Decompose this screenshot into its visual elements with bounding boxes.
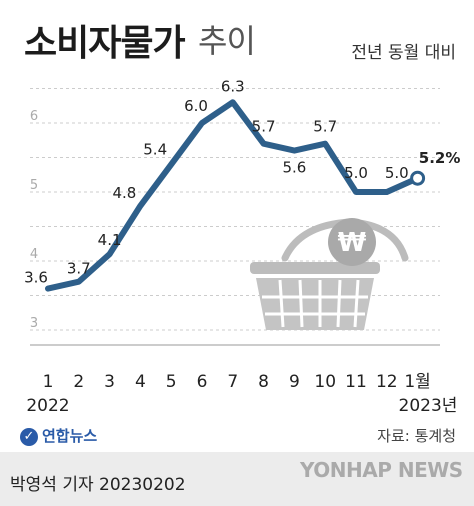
unit-note: 전년 동월 대비 <box>351 43 456 63</box>
value-label: 5.4 <box>143 140 167 158</box>
year-label-2023: 2023년 <box>399 396 458 416</box>
byline: 박영석 기자 20230202 <box>10 475 186 495</box>
x-tick-label: 12 <box>376 372 398 392</box>
data-point <box>353 189 359 195</box>
value-label: 6.3 <box>221 77 245 95</box>
logo-text: 연합뉴스 <box>42 427 98 445</box>
x-tick-label: 11 <box>345 372 367 392</box>
data-point <box>45 286 51 292</box>
data-point <box>230 99 236 105</box>
value-label: 6.0 <box>184 97 208 115</box>
chart-title: 소비자물가 <box>24 23 186 64</box>
svg-text:₩: ₩ <box>338 228 367 258</box>
value-label: 5.0 <box>344 164 368 182</box>
shopping-basket-icon: ₩ <box>250 218 409 330</box>
x-tick-label: 3 <box>104 372 115 392</box>
x-tick-label: 1월 <box>404 372 430 392</box>
watermark: YONHAP NEWS <box>300 458 463 482</box>
logo-mark-icon: ✓ <box>20 427 38 446</box>
x-tick-label: 5 <box>166 372 177 392</box>
x-tick-label: 2 <box>73 372 84 392</box>
data-point <box>168 161 174 167</box>
value-label: 5.0 <box>385 164 409 182</box>
x-tick-label: 6 <box>197 372 208 392</box>
value-label: 3.6 <box>24 269 48 287</box>
data-point <box>137 203 143 209</box>
value-label: 5.2% <box>419 149 461 167</box>
source-note: 자료: 통계청 <box>377 427 456 445</box>
data-point <box>261 141 267 147</box>
y-tick-label: 5 <box>30 178 38 193</box>
x-tick-label: 9 <box>289 372 300 392</box>
value-label: 5.7 <box>313 118 337 136</box>
y-tick-label: 6 <box>30 109 38 124</box>
data-point <box>199 120 205 126</box>
x-tick-label: 10 <box>314 372 336 392</box>
x-tick-label: 4 <box>135 372 146 392</box>
value-label: 4.8 <box>112 184 136 202</box>
x-tick-label: 7 <box>227 372 238 392</box>
x-tick-label: 1 <box>43 372 54 392</box>
footer-bar <box>0 452 474 506</box>
chart-title-sub: 추이 <box>198 22 256 60</box>
data-point <box>322 141 328 147</box>
value-label: 3.7 <box>67 260 91 278</box>
data-point <box>107 251 113 257</box>
yonhap-logo: ✓ 연합뉴스 <box>20 425 97 446</box>
y-tick-label: 4 <box>30 247 38 262</box>
x-tick-label: 8 <box>258 372 269 392</box>
value-label: 5.7 <box>252 118 276 136</box>
year-label-2022: 2022 <box>26 396 69 416</box>
data-point <box>291 148 297 154</box>
data-point <box>76 279 82 285</box>
y-tick-label: 3 <box>30 316 38 331</box>
value-label: 4.1 <box>98 231 122 249</box>
data-point <box>410 170 426 186</box>
data-point <box>384 189 390 195</box>
value-label: 5.6 <box>282 159 306 177</box>
